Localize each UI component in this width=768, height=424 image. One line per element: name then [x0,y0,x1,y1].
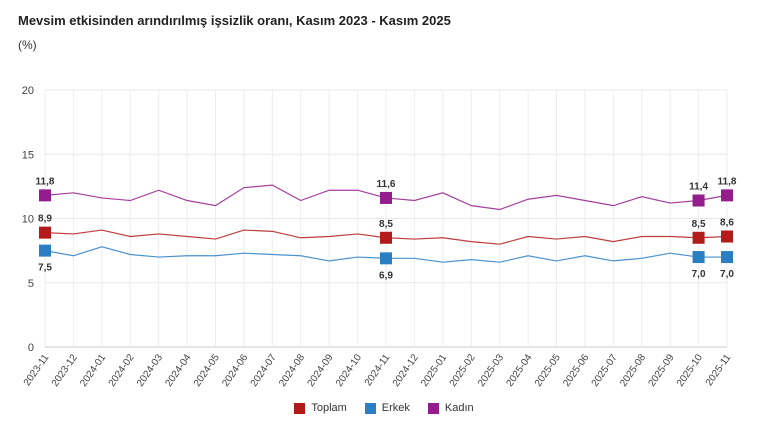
data-point-marker [692,251,705,264]
x-tick-label: 2023-12 [50,352,80,389]
data-label: 11,8 [36,176,55,187]
x-tick-label: 2024-05 [192,352,222,389]
data-label: 11,6 [377,179,396,190]
x-tick-label: 2025-11 [704,352,734,388]
data-point-marker [39,189,51,202]
x-tick-label: 2024-09 [306,352,336,389]
y-tick-label: 5 [28,278,34,290]
x-tick-label: 2024-11 [363,352,393,388]
unit-label: (%) [18,38,37,52]
x-tick-label: 2025-04 [504,352,534,389]
chart-title: Mevsim etkisinden arındırılmış işsizlik … [18,13,451,28]
legend-item-kadın[interactable]: Kadın [427,402,474,414]
data-point-marker [39,244,51,257]
data-point-marker [721,251,733,264]
x-tick-label: 2024-08 [277,352,307,389]
x-tick-label: 2025-02 [448,352,478,389]
legend: Toplam Erkek Kadın [0,402,768,414]
data-point-marker [380,252,392,265]
data-label: 7,0 [692,269,706,280]
x-tick-label: 2024-02 [107,352,137,389]
x-tick-label: 2025-05 [533,352,563,389]
data-point-marker [380,231,392,244]
data-label: 7,5 [38,263,52,274]
data-label: 11,4 [689,182,708,193]
data-label: 7,0 [720,269,734,280]
data-point-marker [692,194,705,207]
x-tick-label: 2024-03 [135,352,165,389]
data-point-marker [721,230,733,243]
data-point-marker [39,226,51,239]
x-tick-label: 2024-06 [220,352,250,389]
x-tick-label: 2025-09 [647,352,677,389]
x-tick-label: 2024-07 [249,352,279,389]
legend-label: Kadın [444,402,474,414]
legend-item-erkek[interactable]: Erkek [364,402,410,414]
data-label: 8,5 [379,219,393,230]
x-tick-label: 2024-01 [78,352,108,389]
y-tick-label: 20 [22,85,34,97]
legend-swatch [364,402,376,414]
x-tick-label: 2024-10 [334,352,364,389]
data-point-marker [380,191,392,204]
x-tick-label: 2025-06 [561,352,591,389]
x-tick-label: 2025-08 [618,352,648,389]
data-label: 8,6 [720,217,734,228]
legend-label: Toplam [311,402,347,414]
data-label: 11,8 [718,176,737,187]
legend-label: Erkek [381,402,410,414]
x-tick-label: 2025-07 [590,352,620,389]
legend-swatch [427,402,439,414]
y-tick-label: 10 [22,214,34,226]
x-tick-label: 2025-10 [675,352,705,389]
x-tick-label: 2023-11 [22,352,52,388]
data-point-marker [692,231,705,244]
y-tick-label: 0 [28,342,34,354]
data-label: 8,5 [692,219,706,230]
x-tick-label: 2025-01 [419,352,449,389]
x-tick-label: 2024-12 [391,352,421,389]
x-tick-label: 2024-04 [163,352,193,389]
data-point-marker [721,189,733,202]
data-label: 8,9 [38,214,52,225]
x-tick-label: 2025-03 [476,352,506,389]
y-tick-label: 15 [22,149,34,161]
legend-swatch [294,402,306,414]
legend-item-toplam[interactable]: Toplam [294,402,347,414]
data-label: 6,9 [379,270,393,281]
